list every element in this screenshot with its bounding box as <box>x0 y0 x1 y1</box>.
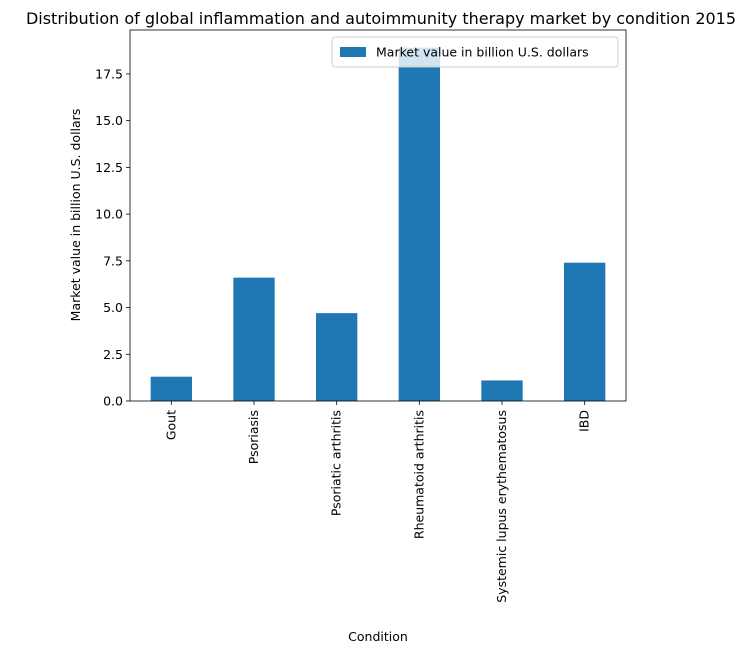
x-tick-label: Psoriatic arthritis <box>329 410 344 516</box>
chart-title: Distribution of global inflammation and … <box>26 9 736 28</box>
y-tick-label: 2.5 <box>103 347 123 362</box>
x-tick-label: Rheumatoid arthritis <box>411 410 426 539</box>
bar <box>481 380 523 401</box>
bar <box>564 262 606 401</box>
x-axis: Gout Psoriasis Psoriatic arthritis Rheumato… <box>163 401 592 603</box>
legend-label: Market value in billion U.S. dollars <box>376 45 589 60</box>
y-axis: 0.0 2.5 5.0 7.5 10.0 12.5 15.0 17.5 <box>95 66 130 409</box>
x-tick-label: Gout <box>163 410 178 440</box>
x-tick-label: Systemic lupus erythematosus <box>494 410 509 603</box>
y-tick-label: 17.5 <box>95 66 123 81</box>
y-tick-label: 15.0 <box>95 113 123 128</box>
bar <box>398 47 440 401</box>
bar <box>233 277 275 401</box>
plot-area <box>129 29 627 402</box>
y-tick-label: 0.0 <box>103 394 123 409</box>
legend-box <box>331 36 619 68</box>
y-tick-label: 10.0 <box>95 207 123 222</box>
y-tick-label: 12.5 <box>95 160 123 175</box>
legend: Market value in billion U.S. dollars <box>331 36 619 68</box>
plot-frame <box>129 29 627 402</box>
bar <box>316 313 358 401</box>
y-tick-label: 5.0 <box>103 300 123 315</box>
y-axis-label: Market value in billion U.S. dollars <box>68 109 83 322</box>
x-tick-label: Psoriasis <box>246 410 261 464</box>
legend-swatch <box>340 47 366 57</box>
bar <box>150 376 192 401</box>
x-tick-label: IBD <box>577 410 592 432</box>
y-tick-label: 7.5 <box>103 253 123 268</box>
x-axis-label: Condition <box>348 629 408 644</box>
